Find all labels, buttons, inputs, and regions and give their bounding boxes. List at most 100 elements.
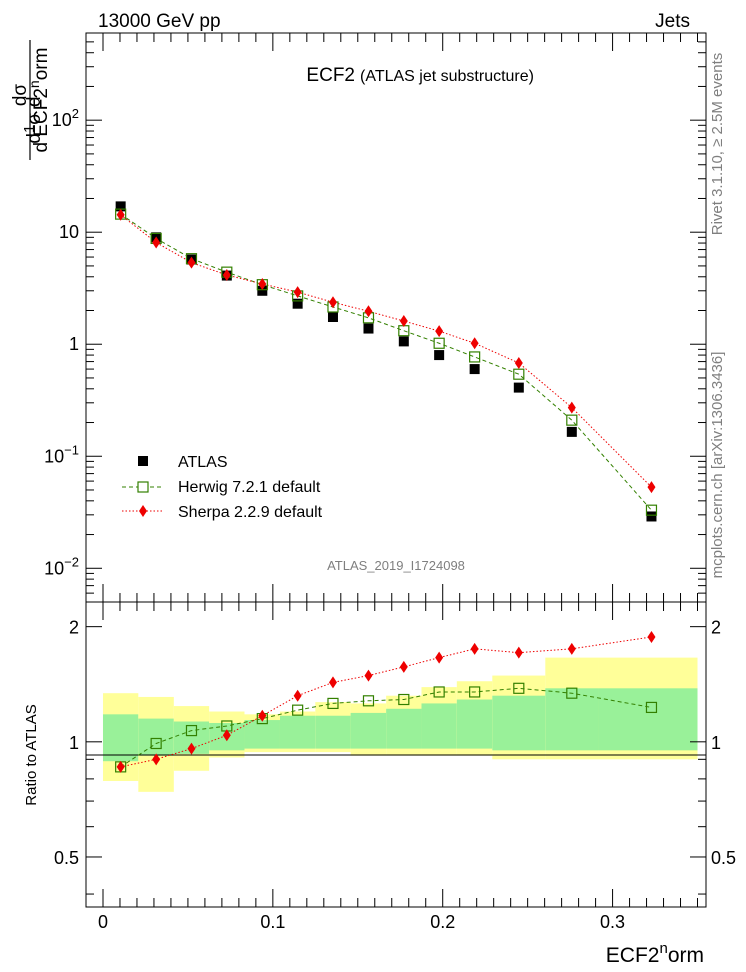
ratio-herwig-point	[185, 724, 198, 737]
mcplots-label: mcplots.cern.ch [arXiv:1306.3436]	[709, 352, 726, 579]
main-ytick-label: 1	[69, 334, 79, 354]
atlas-point	[513, 382, 524, 393]
ratio-herwig-point	[469, 686, 481, 698]
herwig-point	[513, 368, 525, 380]
ratio-sherpa-point	[258, 709, 267, 722]
sherpa-point	[470, 337, 479, 350]
atlas-point	[398, 336, 409, 347]
ratio-sherpa-point	[187, 742, 196, 755]
ratio-herwig-line	[120, 687, 652, 768]
ratio-sherpa-point	[435, 651, 444, 664]
sherpa-point	[514, 356, 523, 369]
sherpa-point	[222, 268, 231, 281]
x-tick-label: 0.3	[600, 912, 625, 932]
main-ylabel-den: d ECF2norm	[26, 48, 52, 153]
ratio-sherpa-point	[399, 660, 408, 673]
legend-atlas-label: ATLAS	[178, 454, 228, 471]
ratio-herwig-point	[645, 701, 658, 714]
herwig-point	[566, 414, 578, 426]
main-ytick-label: 10	[59, 222, 79, 242]
header-left: 13000 GeV pp	[98, 11, 221, 32]
atlas-point	[566, 426, 577, 437]
x-tick-label: 0.2	[430, 912, 455, 932]
ratio-ticks: 0.5 0.5 1 1 2 2	[54, 618, 736, 895]
ylabel-d-sigma: d	[24, 133, 45, 144]
ylabel-sigma: σ	[24, 113, 45, 125]
herwig-point	[645, 504, 658, 516]
main-ytick-label: 10−2	[44, 554, 79, 578]
atlas-point	[363, 323, 374, 334]
ratio-ytick-label-left: 1	[69, 733, 79, 753]
band-stat	[386, 708, 422, 749]
main-data	[115, 201, 658, 522]
ratio-ytick-label-right: 2	[711, 618, 721, 638]
herwig-point	[469, 351, 481, 363]
legend-atlas-marker	[138, 456, 148, 466]
main-ticks: 10−2 10−1 1 10 102 0 0.1 0.2 0.3	[44, 32, 706, 932]
sherpa-line	[120, 214, 652, 488]
band-stat	[244, 720, 280, 749]
legend-sherpa-label: Sherpa 2.2.9 default	[178, 504, 323, 521]
herwig-line	[120, 213, 652, 511]
svg-text:d ECF2norm: d ECF2norm	[26, 48, 52, 153]
band-stat	[138, 718, 174, 756]
band-stat	[279, 715, 316, 749]
x-tick-label: 0.1	[260, 912, 285, 932]
ratio-herwig-point	[433, 686, 445, 698]
rivet-label: Rivet 3.1.10, ≥ 2.5M events	[709, 53, 726, 236]
sherpa-point	[647, 481, 656, 494]
band-stat	[456, 699, 493, 749]
band-stat	[102, 714, 139, 762]
sherpa-point	[152, 236, 161, 249]
ratio-ytick-label-right: 0.5	[711, 848, 736, 868]
main-ytick-label: 102	[52, 106, 79, 130]
ratio-data	[115, 630, 658, 773]
ratio-sherpa-point	[364, 669, 373, 682]
atlas-point	[646, 511, 657, 522]
sherpa-point	[328, 296, 337, 309]
atlas-point	[257, 285, 268, 296]
ratio-herwig-point	[398, 693, 410, 706]
ratio-bands	[102, 657, 698, 792]
header-right: Jets	[655, 11, 690, 32]
legend-sherpa-marker	[139, 505, 147, 517]
ratio-ytick-label-left: 0.5	[54, 848, 79, 868]
x-axis-title: ECF2norm	[606, 940, 704, 967]
band-stat	[315, 715, 351, 749]
atlas-point	[327, 311, 338, 322]
ratio-sherpa-point	[647, 630, 656, 643]
legend-herwig-label: Herwig 7.2.1 default	[178, 479, 321, 496]
sherpa-point	[187, 256, 196, 269]
atlas-point	[292, 298, 303, 309]
atlas-point	[434, 350, 445, 361]
sherpa-point	[293, 286, 302, 299]
ratio-herwig-point	[292, 704, 304, 716]
sherpa-point	[435, 325, 444, 338]
x-tick-label: 0	[98, 912, 108, 932]
ratio-sherpa-point	[152, 753, 161, 766]
sherpa-point	[258, 277, 267, 290]
ratio-herwig-point	[150, 737, 162, 750]
ratio-sherpa-point	[293, 689, 302, 702]
herwig-point	[433, 337, 445, 349]
ratio-sherpa-point	[567, 642, 576, 655]
main-title: ECF2	[306, 65, 355, 86]
ratio-sherpa-point	[470, 642, 479, 655]
main-ylabel-frac: dσ	[10, 84, 31, 107]
ratio-ylabel: Ratio to ATLAS	[23, 704, 40, 805]
ratio-ytick-label-right: 1	[711, 733, 721, 753]
ratio-sherpa-point	[222, 729, 231, 742]
band-stat	[598, 688, 698, 751]
sherpa-point	[567, 401, 576, 414]
analysis-id: ATLAS_2019_I1724098	[327, 558, 465, 573]
legend-herwig-marker	[137, 481, 149, 493]
main-ytick-label: 10−1	[44, 442, 79, 466]
ratio-frame	[85, 601, 707, 908]
svg-text:dσ: dσ	[10, 84, 31, 107]
ratio-sherpa-point	[514, 646, 523, 659]
band-stat	[492, 695, 546, 751]
sherpa-point	[399, 315, 408, 328]
legend: ATLAS Herwig 7.2.1 default Sherpa 2.2.9 …	[122, 454, 323, 521]
band-stat	[350, 712, 387, 749]
ratio-herwig-point	[513, 682, 525, 694]
